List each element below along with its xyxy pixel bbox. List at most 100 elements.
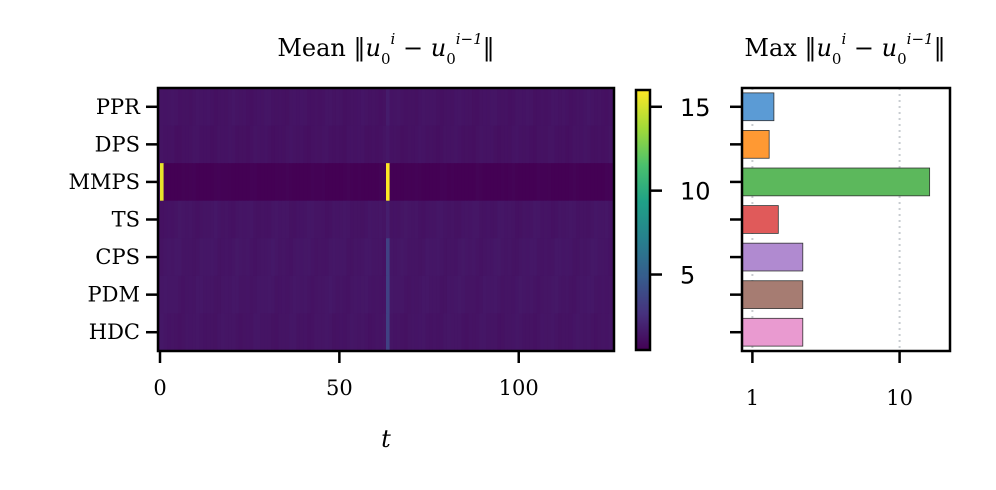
heatmap-cell xyxy=(407,313,412,352)
heatmap-y-tick-label: MMPS xyxy=(68,170,140,194)
heatmap-cell xyxy=(407,125,412,164)
heatmap-cell xyxy=(357,163,362,202)
heatmap-cell xyxy=(386,200,391,239)
heatmap-cell xyxy=(371,238,376,277)
heatmap-cell xyxy=(543,313,549,352)
heatmap-cell xyxy=(450,88,455,127)
heatmap-cell xyxy=(450,275,455,315)
heatmap-cell xyxy=(579,313,584,352)
heatmap-cell xyxy=(206,88,211,127)
heatmap-cell xyxy=(246,200,251,239)
heatmap-cell xyxy=(396,200,401,239)
heatmap-cell xyxy=(558,88,563,127)
heatmap-cell xyxy=(242,88,247,127)
heatmap-cell xyxy=(339,313,344,352)
heatmap-cell xyxy=(231,125,236,164)
bar-x-axis: 1 10 xyxy=(746,351,913,410)
heatmap-cell xyxy=(429,275,434,315)
heatmap-cell xyxy=(608,275,613,315)
heatmap-cell xyxy=(490,125,495,164)
heatmap-cell xyxy=(403,313,409,352)
heatmap-cell xyxy=(425,275,430,315)
heatmap-cell xyxy=(360,163,366,202)
heatmap-cell xyxy=(393,313,398,352)
heatmap-cell xyxy=(328,200,333,239)
heatmap-cell xyxy=(450,125,455,164)
heatmap-cell xyxy=(264,125,269,164)
heatmap-cell xyxy=(382,313,387,352)
heatmap-cell xyxy=(561,125,566,164)
heatmap-cell xyxy=(594,125,599,164)
heatmap-cell xyxy=(464,275,470,315)
heatmap-cell xyxy=(307,313,312,352)
heatmap-cell xyxy=(368,275,373,315)
heatmap-cell xyxy=(346,163,351,202)
heatmap-cell xyxy=(558,275,563,315)
heatmap-cell xyxy=(181,238,186,277)
heatmap-cell xyxy=(317,125,323,164)
heatmap-cell xyxy=(493,238,498,277)
heatmap-cell xyxy=(586,200,592,239)
heatmap-cell xyxy=(472,238,477,277)
heatmap-cell xyxy=(583,163,588,202)
heatmap-cell xyxy=(579,125,584,164)
heatmap-cell xyxy=(278,238,283,277)
heatmap-x-tick-label: 0 xyxy=(153,376,166,400)
heatmap-cell xyxy=(522,238,527,277)
heatmap-cell xyxy=(310,200,315,239)
heatmap-cell xyxy=(332,238,337,277)
heatmap-cell xyxy=(421,88,427,127)
heatmap-cell xyxy=(543,163,549,202)
heatmap-cell xyxy=(554,163,559,202)
heatmap-cell xyxy=(454,238,459,277)
heatmap-cell xyxy=(515,163,520,202)
heatmap-cell xyxy=(242,200,247,239)
heatmap-cell xyxy=(220,313,226,352)
heatmap-cell xyxy=(296,125,301,164)
heatmap-cell xyxy=(353,163,358,202)
heatmap-cell xyxy=(421,275,427,315)
heatmap-cell xyxy=(224,313,229,352)
heatmap-cell xyxy=(468,238,473,277)
heatmap-cell xyxy=(246,238,251,277)
heatmap-cell xyxy=(561,313,566,352)
heatmap-cell xyxy=(450,313,455,352)
heatmap-cell xyxy=(568,88,574,127)
heatmap-cell xyxy=(199,313,204,352)
heatmap-cell xyxy=(281,163,287,202)
heatmap-cell xyxy=(551,88,556,127)
heatmap-cell xyxy=(353,200,358,239)
heatmap-cell xyxy=(551,125,556,164)
heatmap-cell xyxy=(425,88,430,127)
heatmap-cell xyxy=(479,313,484,352)
heatmap-cell xyxy=(558,313,563,352)
heatmap-cell xyxy=(203,125,208,164)
heatmap-cell xyxy=(256,125,262,164)
heatmap-cell xyxy=(382,238,387,277)
heatmap-cell xyxy=(192,163,197,202)
heatmap-cell xyxy=(507,125,513,164)
heatmap-cell xyxy=(583,125,588,164)
heatmap-cell xyxy=(307,238,312,277)
heatmap-cell xyxy=(177,313,183,352)
heatmap-cell xyxy=(264,88,269,127)
heatmap-cell xyxy=(360,275,366,315)
heatmap-cell xyxy=(482,200,488,239)
heatmap-cell xyxy=(303,125,308,164)
heatmap-cell xyxy=(443,238,448,277)
heatmap-cell xyxy=(493,88,498,127)
heatmap-cell xyxy=(371,200,376,239)
heatmap-cell xyxy=(525,313,531,352)
bar-series xyxy=(741,92,931,347)
heatmap-cell xyxy=(429,313,434,352)
heatmap-cell xyxy=(220,88,226,127)
heatmap-cell xyxy=(364,275,369,315)
heatmap-cell xyxy=(446,125,452,164)
heatmap-cell xyxy=(572,163,577,202)
heatmap-cell xyxy=(188,200,193,239)
heatmap-cell xyxy=(525,238,531,277)
heatmap-cell xyxy=(335,238,340,277)
heatmap-cell xyxy=(493,313,498,352)
heatmap-cell xyxy=(242,163,247,202)
heatmap-cell xyxy=(364,88,369,127)
